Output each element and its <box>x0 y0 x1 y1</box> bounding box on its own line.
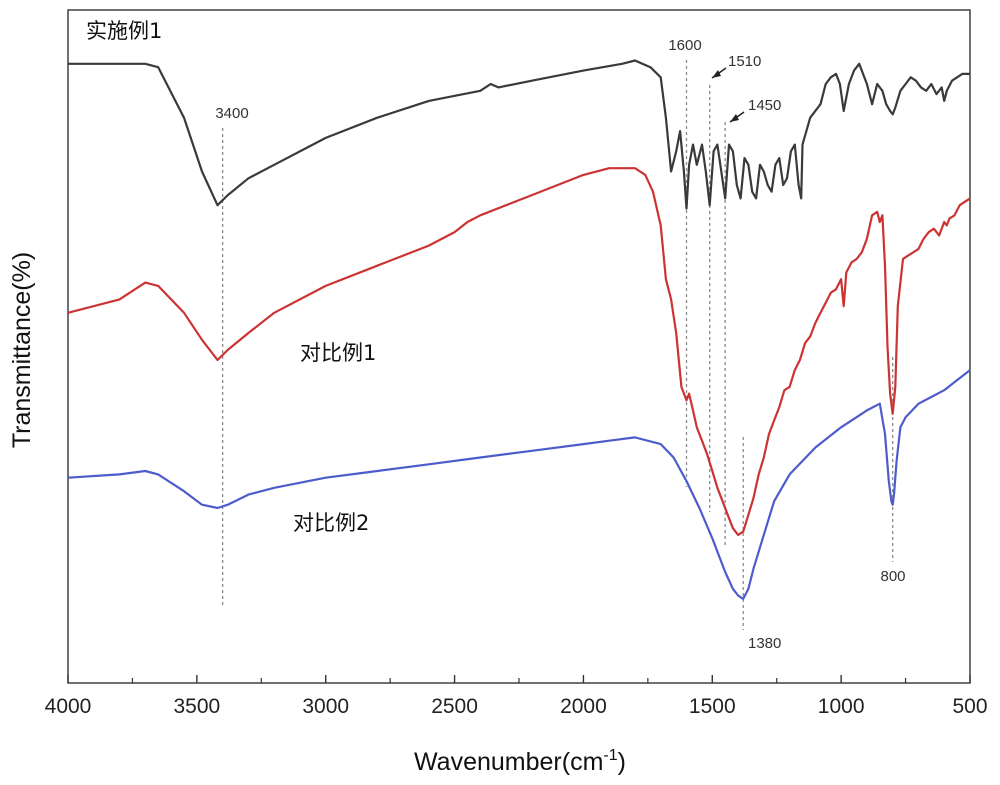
y-axis-title: Transmittance(%) <box>8 252 36 448</box>
annotation-1600: 1600 <box>668 37 701 54</box>
plot-frame <box>68 10 970 683</box>
x-tick-label: 1500 <box>689 695 736 718</box>
x-axis-title-close: ) <box>618 748 626 776</box>
x-axis-title-sup: -1 <box>603 747 617 764</box>
x-axis-title: Wavenumber(cm-1) <box>414 747 626 776</box>
annotation-1510: 1510 <box>728 53 761 70</box>
annotation-800: 800 <box>880 568 905 585</box>
annotation-arrowhead-1450 <box>730 114 739 122</box>
series-comparative2-line <box>68 370 970 599</box>
x-tick-label: 3000 <box>302 695 349 718</box>
x-tick-label: 2500 <box>431 695 478 718</box>
series-layer <box>68 61 970 599</box>
x-axis-title-main: Wavenumber(cm <box>414 748 603 776</box>
x-ticks: 4000 3500 3000 2500 2000 1500 1000 500 <box>45 675 988 718</box>
x-tick-label: 4000 <box>45 695 92 718</box>
annotation-3400: 3400 <box>215 105 248 122</box>
annotation-1450: 1450 <box>748 97 781 114</box>
x-tick-label: 1000 <box>818 695 865 718</box>
annotation-arrowhead-1510 <box>712 70 721 78</box>
series-example1-line <box>68 61 970 209</box>
series-label-comparative2: 对比例2 <box>293 511 369 535</box>
x-tick-label: 3500 <box>173 695 220 718</box>
x-tick-label: 2000 <box>560 695 607 718</box>
series-comparative1-line <box>68 168 970 535</box>
annotation-1380: 1380 <box>748 635 781 652</box>
series-label-comparative1: 对比例1 <box>300 341 376 365</box>
x-tick-label: 500 <box>952 695 987 718</box>
series-label-example1: 实施例1 <box>86 19 162 43</box>
